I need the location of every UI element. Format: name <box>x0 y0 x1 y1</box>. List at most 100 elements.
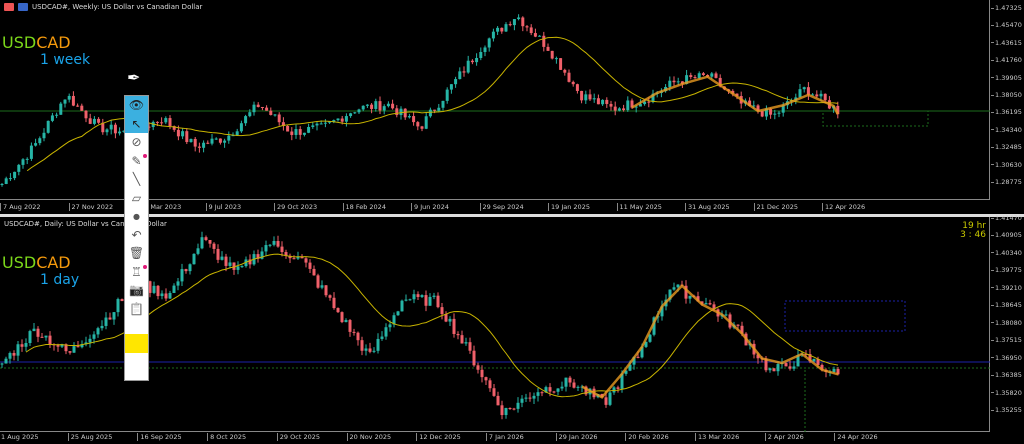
candle <box>724 310 728 317</box>
candle <box>432 292 436 300</box>
candle <box>812 358 816 362</box>
candle <box>500 27 504 34</box>
candle <box>462 66 466 77</box>
candle <box>559 58 563 70</box>
candle <box>160 290 164 300</box>
candle <box>104 312 108 330</box>
candle <box>361 105 365 112</box>
candle <box>768 367 772 373</box>
candle <box>550 50 554 60</box>
candle <box>34 138 38 147</box>
candle <box>592 93 596 103</box>
candle <box>151 120 155 131</box>
zigzag-line[interactable] <box>631 75 839 115</box>
candle <box>307 123 311 134</box>
dot-button[interactable]: ● <box>125 207 148 226</box>
undo-icon: ↶ <box>131 227 142 242</box>
robot-icon: ♖ <box>131 264 142 279</box>
cursor-arrow-button[interactable]: ↖ <box>125 114 148 133</box>
candle <box>240 265 244 268</box>
candle <box>176 278 180 291</box>
daily-chart-title: USDCAD#, Daily: US Dollar vs Canadian Do… <box>4 220 167 228</box>
candle <box>516 397 520 413</box>
candle <box>811 93 815 96</box>
candle <box>484 376 488 385</box>
candle <box>378 96 382 114</box>
pane-separator[interactable] <box>0 214 1024 217</box>
candle <box>28 329 32 346</box>
candle <box>496 26 500 35</box>
candle <box>563 68 567 76</box>
date-tick: 29 Sep 2024 <box>479 203 524 211</box>
symbol-quote: CAD <box>36 253 71 272</box>
robot-button[interactable]: ♖ <box>125 263 148 282</box>
candle <box>88 334 92 348</box>
weekly-chart-pane[interactable]: USDCAD#, Weekly: US Dollar vs Canadian D… <box>0 0 1024 214</box>
weekly-plot-area[interactable] <box>0 0 990 200</box>
price-tick: 1.34340 <box>991 126 1022 134</box>
eye-button[interactable]: 👁 <box>125 96 148 115</box>
candle <box>281 117 285 131</box>
candle <box>302 132 306 137</box>
trash-button[interactable]: 🗑 <box>125 244 148 263</box>
candle <box>239 120 243 133</box>
candle <box>25 157 29 165</box>
date-tick: 7 Aug 2022 <box>0 203 41 211</box>
candle <box>277 112 281 126</box>
candle <box>428 293 432 306</box>
date-tick: 24 Apr 2026 <box>834 433 878 441</box>
candle <box>4 176 8 185</box>
candle <box>24 338 28 352</box>
zigzag-line[interactable] <box>581 284 839 399</box>
indicator-dot <box>143 264 147 269</box>
candle <box>29 142 33 161</box>
cursor-arrow-icon: ↖ <box>131 116 142 131</box>
line-button[interactable]: ╲ <box>125 170 148 189</box>
price-tick: 1.41760 <box>991 56 1022 64</box>
eraser-pencil-button[interactable]: ✎ <box>125 152 148 171</box>
candle <box>328 294 332 301</box>
candle <box>524 393 528 402</box>
eraser-button[interactable]: ▱ <box>125 189 148 208</box>
dot-icon: ● <box>133 211 140 221</box>
candle <box>97 117 101 124</box>
candle <box>542 31 546 52</box>
candle <box>276 235 280 248</box>
candle <box>244 114 248 126</box>
rectangle-drawing[interactable] <box>784 300 906 332</box>
candle <box>232 262 236 275</box>
color-palette-button[interactable] <box>125 318 148 356</box>
eye-icon: 👁 <box>128 98 145 113</box>
candle <box>288 253 292 263</box>
clipboard-button[interactable]: 📋 <box>125 300 148 319</box>
candle <box>311 122 315 129</box>
no-draw-button[interactable]: ⊘ <box>125 133 148 152</box>
candle <box>584 385 588 396</box>
undo-button[interactable]: ↶ <box>125 226 148 245</box>
candle <box>460 330 464 344</box>
candle <box>784 362 788 367</box>
candle <box>492 383 496 397</box>
pen-tool-icon[interactable]: ✒ <box>127 68 141 87</box>
candle <box>280 241 284 257</box>
candle <box>50 112 54 123</box>
candle <box>617 107 621 112</box>
candle <box>626 96 630 112</box>
chart-type-icon <box>18 3 28 11</box>
candle <box>440 303 444 320</box>
rectangle-drawing[interactable] <box>822 110 929 127</box>
camera-button[interactable]: 📷 <box>125 281 148 300</box>
symbol-base: USD <box>2 33 37 52</box>
candle <box>320 280 324 290</box>
candle <box>84 336 88 347</box>
candle <box>228 256 232 269</box>
candle <box>572 379 576 389</box>
daily-plot-area[interactable] <box>0 217 990 432</box>
date-tick: 29 Oct 2025 <box>276 433 320 441</box>
candle <box>20 339 24 352</box>
daily-chart-pane[interactable]: USDCAD#, Daily: US Dollar vs Canadian Do… <box>0 214 1024 444</box>
camera-icon: 📷 <box>129 283 144 298</box>
candle <box>181 128 185 140</box>
candle <box>264 240 268 256</box>
candle <box>512 407 516 411</box>
